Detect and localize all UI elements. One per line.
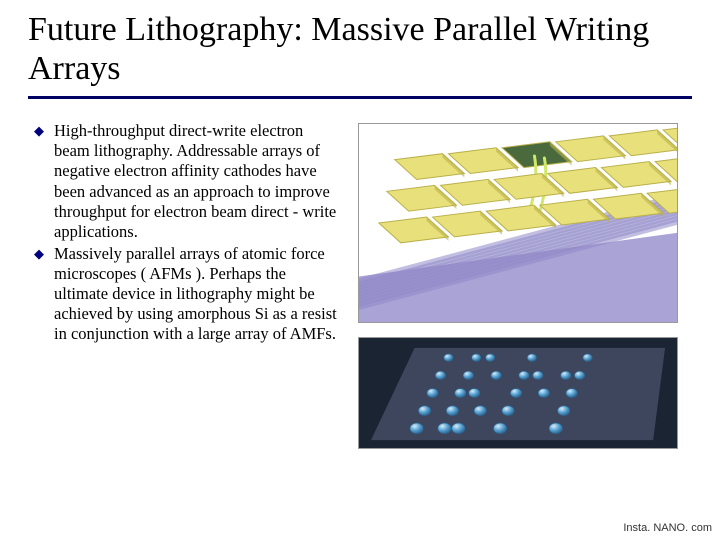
bullet-icon: ◆	[34, 244, 44, 264]
list-item: ◆ High-throughput direct-write electron …	[34, 121, 338, 242]
bullet-list: ◆ High-throughput direct-write electron …	[28, 121, 338, 449]
content-row: ◆ High-throughput direct-write electron …	[28, 121, 692, 449]
bullet-icon: ◆	[34, 121, 44, 141]
figure-writer-array	[358, 123, 678, 323]
image-column	[358, 121, 692, 449]
bullet-text: High-throughput direct-write electron be…	[54, 121, 338, 242]
bullet-text: Massively parallel arrays of atomic forc…	[54, 244, 338, 345]
footer-credit: Insta. NANO. com	[623, 522, 712, 534]
figure-afm-ibm	[358, 337, 678, 449]
list-item: ◆ Massively parallel arrays of atomic fo…	[34, 244, 338, 345]
title-underline	[28, 96, 692, 99]
page-title: Future Lithography: Massive Parallel Wri…	[28, 10, 692, 94]
